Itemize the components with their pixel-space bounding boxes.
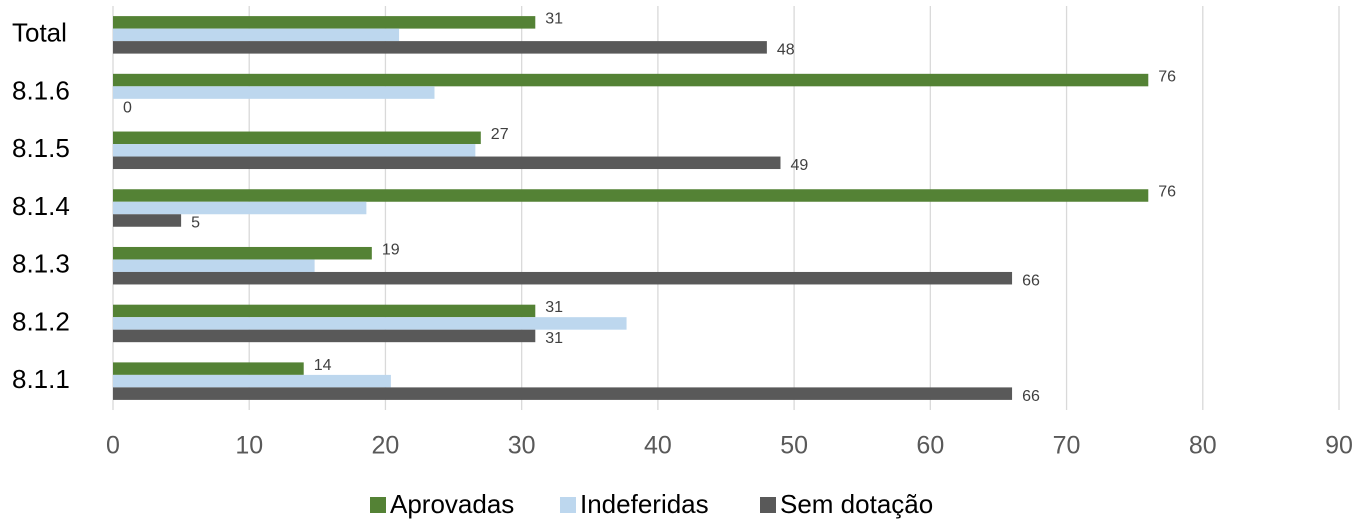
data-label: 66: [1022, 272, 1040, 289]
x-tick-label: 90: [1325, 432, 1353, 460]
data-label: 66: [1022, 388, 1040, 405]
data-label: 31: [545, 299, 563, 316]
bar: [113, 189, 1149, 202]
bar: [113, 304, 536, 318]
bar: [113, 73, 1149, 87]
x-tick-label: 20: [372, 432, 400, 460]
data-label: 27: [491, 126, 509, 143]
x-tick-label: 10: [235, 432, 263, 460]
category-label: 8.1.1: [12, 364, 70, 394]
data-label: 5: [191, 215, 200, 232]
category-label: 8.1.2: [12, 306, 70, 336]
bar: [113, 246, 372, 260]
x-tick-label: 0: [106, 432, 120, 460]
bar: [113, 86, 435, 99]
bar: [113, 214, 182, 227]
data-label: 48: [777, 42, 795, 59]
bar: [113, 271, 1013, 285]
bar: [113, 156, 781, 170]
data-label: 19: [382, 241, 400, 258]
data-label: 49: [790, 157, 808, 174]
legend-label: Indeferidas: [580, 489, 709, 519]
category-label: 8.1.4: [12, 191, 70, 221]
x-tick-label: 70: [1053, 432, 1081, 460]
bar: [113, 131, 481, 145]
legend-swatch: [560, 497, 576, 513]
category-label: 8.1.6: [12, 75, 70, 105]
legend-label: Aprovadas: [390, 489, 514, 519]
x-tick-label: 80: [1189, 432, 1217, 460]
bar: [113, 28, 400, 42]
data-label: 14: [314, 357, 332, 374]
data-label: 0: [123, 99, 132, 116]
category-label: 8.1.5: [12, 133, 70, 163]
bar: [113, 144, 476, 157]
bar: [113, 329, 536, 343]
data-label: 31: [545, 330, 563, 347]
bar: [113, 201, 367, 215]
category-label: Total: [12, 18, 67, 48]
legend-swatch: [760, 497, 776, 513]
x-tick-label: 30: [508, 432, 536, 460]
bar: [113, 317, 627, 330]
category-label: 8.1.3: [12, 249, 70, 279]
bar: [113, 374, 391, 388]
legend-label: Sem dotação: [780, 489, 933, 519]
bar: [113, 259, 315, 272]
data-label: 76: [1158, 68, 1176, 85]
data-label: 31: [545, 11, 563, 28]
bar: [113, 362, 304, 375]
bar: [113, 41, 767, 54]
data-label: 76: [1158, 184, 1176, 201]
x-tick-label: 50: [780, 432, 808, 460]
bar: [113, 387, 1013, 400]
legend-swatch: [370, 497, 386, 513]
x-tick-label: 40: [644, 432, 672, 460]
x-tick-label: 60: [916, 432, 944, 460]
bar: [113, 16, 536, 29]
